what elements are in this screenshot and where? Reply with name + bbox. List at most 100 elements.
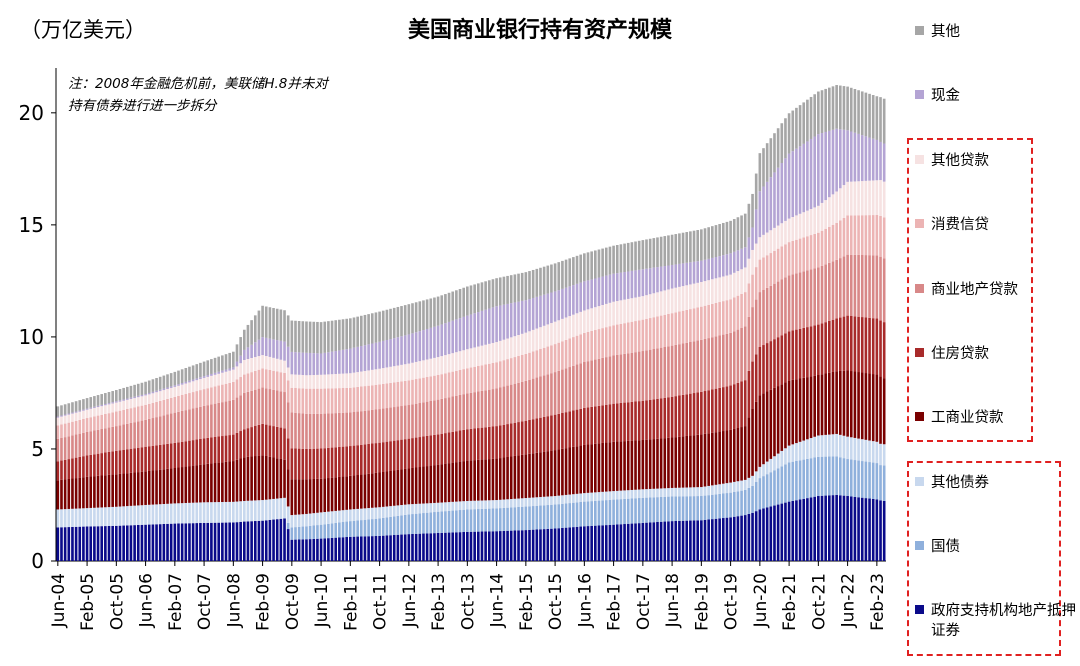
- bar-segment-other: [546, 265, 550, 294]
- bar-segment-cash: [316, 353, 319, 375]
- bar-segment-cash: [385, 339, 389, 368]
- bar-segment-other: [232, 351, 235, 368]
- bar-segment-residential: [597, 405, 601, 444]
- bar-segment-other_loans: [272, 357, 275, 371]
- bar-segment-other_securities: [637, 489, 641, 499]
- bar-segment-gse_mbs: [458, 532, 462, 561]
- bar-segment-other_loans: [89, 408, 93, 418]
- bar-segment-ci_loans: [327, 478, 330, 512]
- bar-segment-residential: [842, 316, 846, 371]
- bar-segment-gse_mbs: [714, 518, 718, 561]
- bar-segment-consumer: [853, 215, 857, 255]
- bar-segment-ci_loans: [341, 476, 345, 511]
- bar-segment-residential: [594, 406, 597, 444]
- bar-segment-other_securities: [429, 503, 433, 513]
- bar-segment-treasury: [520, 506, 524, 531]
- bar-segment-residential: [612, 403, 615, 442]
- bar-segment-other_securities: [846, 436, 849, 460]
- bar-segment-other_loans: [740, 269, 743, 294]
- bar-segment-gse_mbs: [685, 520, 689, 561]
- bar-segment-other: [242, 329, 246, 350]
- bar-segment-other: [590, 251, 593, 280]
- bar-segment-ci_loans: [871, 374, 875, 442]
- bar-segment-consumer: [762, 257, 765, 290]
- x-tick-label: Jun-14: [488, 573, 508, 628]
- bar-segment-cre: [253, 389, 257, 426]
- bar-segment-residential: [762, 345, 765, 394]
- bar-segment-residential: [60, 460, 63, 480]
- bar-segment-cre: [403, 405, 407, 440]
- bar-segment-residential: [125, 449, 129, 474]
- bar-segment-ci_loans: [689, 435, 692, 488]
- bar-segment-consumer: [166, 398, 169, 415]
- bar-segment-other: [56, 406, 60, 417]
- bar-segment-gse_mbs: [115, 525, 118, 561]
- bar-segment-cre: [71, 435, 74, 459]
- bar-segment-other_securities: [232, 501, 235, 523]
- bar-segment-cre: [802, 271, 806, 328]
- bar-segment-treasury: [765, 474, 769, 508]
- annotation-line-2: 持有债券进行进一步拆分: [68, 98, 218, 114]
- bar-segment-consumer: [418, 378, 422, 404]
- bar-segment-ci_loans: [480, 459, 484, 501]
- bar-segment-other_loans: [608, 302, 612, 327]
- bar-segment-cre: [509, 384, 513, 424]
- bar-segment-cre: [286, 402, 290, 439]
- bar-segment-cre: [297, 413, 301, 449]
- bar-segment-other: [838, 85, 842, 130]
- bar-segment-residential: [104, 452, 107, 476]
- bar-segment-cash: [550, 292, 553, 324]
- bar-segment-consumer: [436, 375, 440, 400]
- bar-segment-gse_mbs: [455, 532, 458, 561]
- bar-segment-residential: [557, 413, 561, 450]
- bar-segment-cre: [433, 400, 436, 435]
- bar-segment-cash: [451, 320, 455, 354]
- bar-segment-residential: [389, 441, 392, 471]
- bar-segment-cash: [725, 254, 729, 276]
- bar-segment-ci_loans: [195, 465, 199, 503]
- bar-segment-consumer: [561, 341, 564, 370]
- bar-segment-other_loans: [433, 357, 436, 376]
- bar-segment-cre: [359, 411, 363, 445]
- bar-segment-gse_mbs: [513, 530, 517, 561]
- bar-segment-residential: [272, 426, 275, 458]
- bar-segment-consumer: [619, 323, 623, 355]
- bar-segment-cash: [597, 277, 601, 307]
- bar-segment-cash: [466, 315, 469, 350]
- bar-segment-ci_loans: [718, 431, 721, 485]
- bar-segment-residential: [151, 445, 155, 471]
- bar-segment-other: [787, 113, 791, 154]
- bar-segment-residential: [849, 315, 853, 372]
- bar-segment-cash: [352, 347, 356, 373]
- bar-segment-residential: [626, 402, 630, 441]
- bar-segment-gse_mbs: [166, 523, 169, 561]
- bar-segment-other_securities: [418, 503, 422, 514]
- bar-segment-other: [455, 290, 458, 320]
- bar-segment-other_loans: [663, 290, 667, 315]
- bar-segment-other_loans: [147, 394, 151, 404]
- bar-segment-cash: [634, 270, 637, 298]
- bar-segment-other_securities: [513, 498, 517, 508]
- bar-segment-ci_loans: [396, 469, 400, 506]
- bar-segment-cre: [392, 407, 396, 441]
- bar-segment-other: [104, 393, 107, 404]
- bar-segment-gse_mbs: [608, 524, 612, 561]
- bar-segment-other_securities: [297, 514, 301, 527]
- bar-segment-cre: [871, 255, 875, 319]
- bar-segment-other_loans: [264, 355, 268, 370]
- bar-segment-other_loans: [550, 323, 553, 346]
- bar-segment-ci_loans: [824, 373, 827, 435]
- bar-segment-ci_loans: [239, 458, 242, 502]
- bar-segment-cre: [436, 399, 440, 435]
- bar-segment-cash: [495, 306, 498, 343]
- bar-segment-residential: [480, 427, 484, 460]
- bar-segment-other_securities: [784, 448, 787, 465]
- bar-segment-other: [385, 309, 389, 340]
- bar-segment-residential: [721, 387, 725, 432]
- bar-segment-treasury: [484, 508, 487, 532]
- bar-segment-gse_mbs: [652, 522, 656, 561]
- bar-segment-other_securities: [129, 505, 133, 526]
- bar-segment-other: [469, 285, 473, 315]
- bar-segment-ci_loans: [261, 455, 264, 501]
- bar-segment-other_loans: [645, 295, 648, 319]
